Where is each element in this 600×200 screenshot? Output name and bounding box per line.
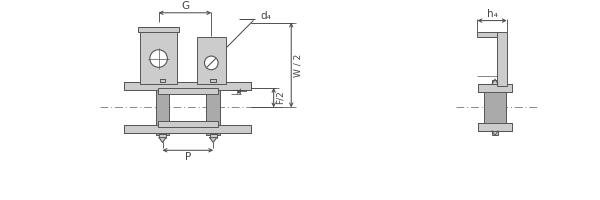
Text: h₄: h₄ <box>487 9 497 19</box>
Bar <box>124 82 251 90</box>
Bar <box>158 88 218 94</box>
Bar <box>158 88 218 94</box>
Bar <box>484 86 506 129</box>
Polygon shape <box>159 138 166 142</box>
Bar <box>210 134 217 138</box>
Bar <box>497 32 507 86</box>
Text: d₄: d₄ <box>260 11 271 21</box>
Text: G: G <box>181 1 189 11</box>
Text: P: P <box>185 152 191 162</box>
Bar <box>492 131 498 135</box>
Bar <box>492 80 498 84</box>
Bar <box>478 32 497 37</box>
Bar <box>124 125 251 133</box>
Text: T: T <box>241 89 250 94</box>
Bar <box>478 123 512 131</box>
Bar <box>478 84 512 92</box>
Bar <box>158 121 218 127</box>
Bar <box>124 82 251 90</box>
Text: F/2: F/2 <box>276 91 285 104</box>
Bar <box>210 79 216 82</box>
Text: W / 2: W / 2 <box>293 53 302 77</box>
Bar <box>160 79 166 82</box>
Bar <box>478 123 512 131</box>
Bar <box>138 27 179 32</box>
Bar <box>206 80 220 135</box>
Polygon shape <box>210 138 217 142</box>
Circle shape <box>205 56 218 70</box>
Bar <box>158 121 218 127</box>
Bar <box>478 84 512 92</box>
Bar <box>159 134 166 138</box>
Bar <box>124 125 251 133</box>
Bar <box>197 37 226 84</box>
Bar <box>140 27 177 84</box>
Circle shape <box>150 50 167 67</box>
Bar <box>155 80 169 135</box>
